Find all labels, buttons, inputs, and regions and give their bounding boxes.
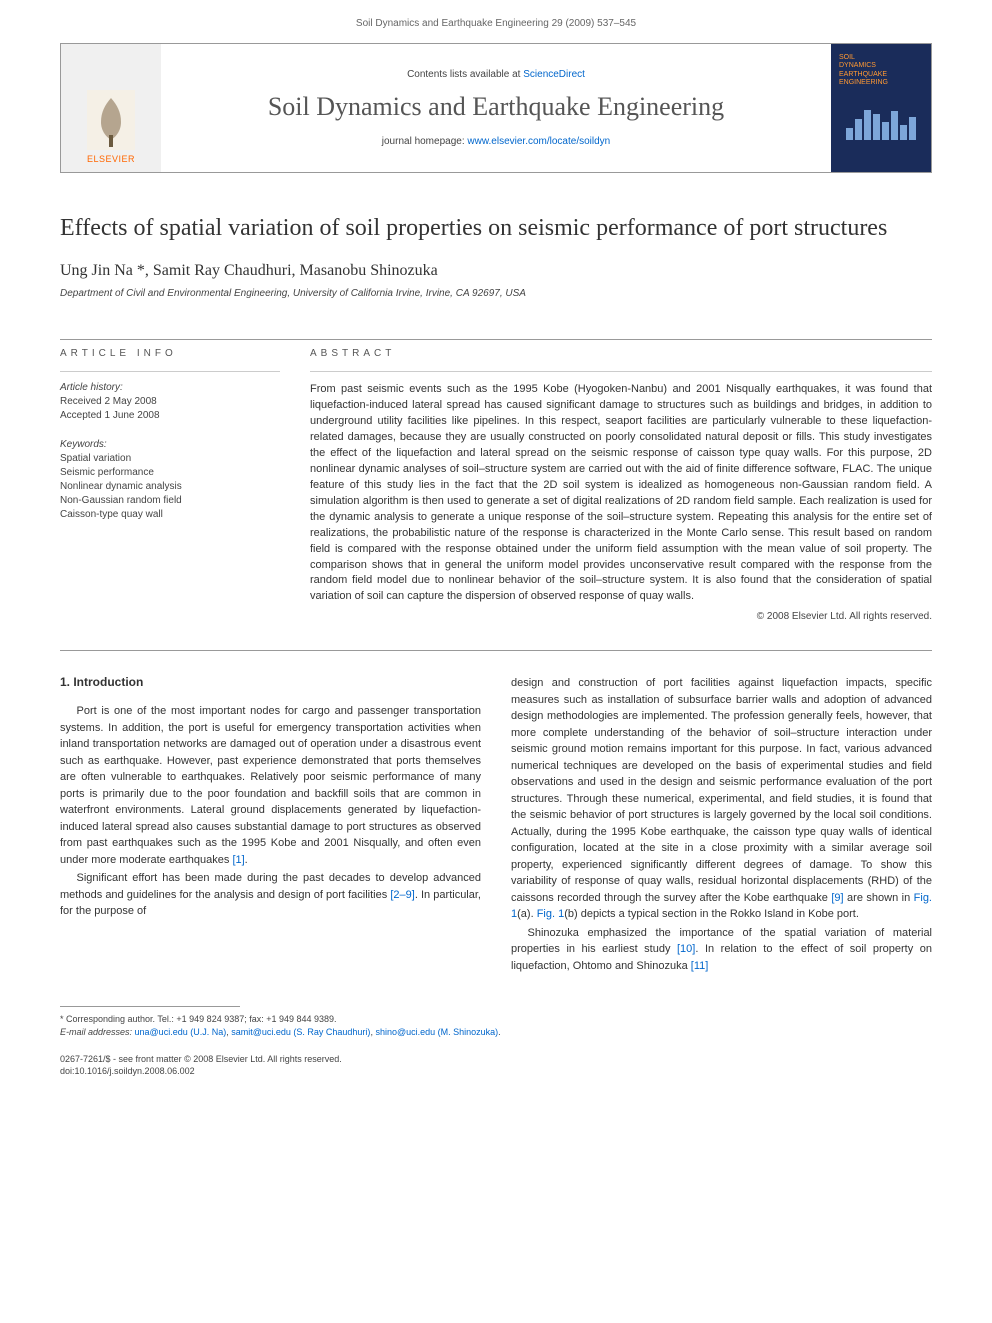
- running-head: Soil Dynamics and Earthquake Engineering…: [0, 0, 992, 35]
- homepage-line: journal homepage: www.elsevier.com/locat…: [382, 136, 610, 147]
- body-columns: 1. Introduction Port is one of the most …: [60, 675, 932, 976]
- homepage-link[interactable]: www.elsevier.com/locate/soildyn: [467, 136, 610, 147]
- history-label: Article history:: [60, 382, 280, 393]
- citation-link[interactable]: [11]: [691, 960, 709, 972]
- cover-line: DYNAMICS: [839, 62, 923, 70]
- cover-line: SOIL: [839, 54, 923, 62]
- keyword: Seismic performance: [60, 466, 280, 480]
- cover-title: SOIL DYNAMICS EARTHQUAKE ENGINEERING: [835, 52, 927, 90]
- end: .: [498, 1027, 501, 1037]
- footer-block: 0267-7261/$ - see front matter © 2008 El…: [60, 1053, 932, 1078]
- banner-center: Contents lists available at ScienceDirec…: [161, 44, 831, 172]
- keyword: Nonlinear dynamic analysis: [60, 480, 280, 494]
- publisher-name: ELSEVIER: [87, 154, 135, 164]
- keywords-label: Keywords:: [60, 439, 280, 450]
- body-paragraph: Port is one of the most important nodes …: [60, 703, 481, 868]
- abstract-block: ABSTRACT From past seismic events such a…: [310, 348, 932, 622]
- para-text: (b) depicts a typical section in the Rok…: [564, 908, 859, 920]
- publisher-block: ELSEVIER: [61, 44, 161, 172]
- accepted-date: Accepted 1 June 2008: [60, 409, 280, 423]
- journal-cover: SOIL DYNAMICS EARTHQUAKE ENGINEERING: [831, 44, 931, 172]
- left-column: 1. Introduction Port is one of the most …: [60, 675, 481, 976]
- cover-line: EARTHQUAKE: [839, 71, 923, 79]
- cover-graphic: [846, 110, 916, 140]
- para-text: design and construction of port faciliti…: [511, 677, 932, 904]
- keyword: Non-Gaussian random field: [60, 494, 280, 508]
- para-text: (a).: [517, 908, 537, 920]
- article-title: Effects of spatial variation of soil pro…: [60, 213, 932, 244]
- contents-prefix: Contents lists available at: [407, 69, 523, 80]
- citation-link[interactable]: [2–9]: [390, 889, 414, 901]
- keyword: Caisson-type quay wall: [60, 508, 280, 522]
- body-paragraph: Significant effort has been made during …: [60, 870, 481, 920]
- authors: Ung Jin Na *, Samit Ray Chaudhuri, Masan…: [60, 262, 932, 280]
- body-paragraph: Shinozuka emphasized the importance of t…: [511, 925, 932, 975]
- citation-link[interactable]: [10]: [677, 943, 695, 955]
- email-label: E-mail addresses:: [60, 1027, 135, 1037]
- issn-line: 0267-7261/$ - see front matter © 2008 El…: [60, 1053, 932, 1066]
- article-info-label: ARTICLE INFO: [60, 348, 280, 359]
- citation-link[interactable]: [9]: [831, 892, 843, 904]
- divider: [60, 339, 932, 340]
- doi-line: doi:10.1016/j.soildyn.2008.06.002: [60, 1065, 932, 1078]
- para-text: Port is one of the most important nodes …: [60, 705, 481, 866]
- para-text: are shown in: [844, 892, 914, 904]
- citation-link[interactable]: [1]: [232, 854, 244, 866]
- homepage-prefix: journal homepage:: [382, 136, 468, 147]
- abstract-copyright: © 2008 Elsevier Ltd. All rights reserved…: [310, 611, 932, 622]
- cover-line: ENGINEERING: [839, 79, 923, 87]
- sciencedirect-link[interactable]: ScienceDirect: [523, 69, 585, 80]
- para-text: .: [245, 854, 248, 866]
- corresponding-author: * Corresponding author. Tel.: +1 949 824…: [60, 1013, 932, 1026]
- section-heading: 1. Introduction: [60, 675, 481, 689]
- email-link[interactable]: samit@uci.edu (S. Ray Chaudhuri): [231, 1027, 370, 1037]
- right-column: design and construction of port faciliti…: [511, 675, 932, 976]
- abstract-text: From past seismic events such as the 199…: [310, 382, 932, 605]
- affiliation: Department of Civil and Environmental En…: [60, 288, 932, 299]
- body-paragraph: design and construction of port faciliti…: [511, 675, 932, 923]
- journal-banner: ELSEVIER Contents lists available at Sci…: [60, 43, 932, 173]
- figure-link[interactable]: Fig. 1: [537, 908, 565, 920]
- email-link[interactable]: shino@uci.edu (M. Shinozuka): [375, 1027, 498, 1037]
- received-date: Received 2 May 2008: [60, 395, 280, 409]
- journal-name: Soil Dynamics and Earthquake Engineering: [268, 92, 724, 122]
- info-grid: ARTICLE INFO Article history: Received 2…: [60, 348, 932, 642]
- article-header: Effects of spatial variation of soil pro…: [0, 173, 992, 331]
- footnote-divider: [60, 1006, 240, 1007]
- keyword: Spatial variation: [60, 452, 280, 466]
- email-footnote: E-mail addresses: una@uci.edu (U.J. Na),…: [60, 1026, 932, 1039]
- abstract-label: ABSTRACT: [310, 348, 932, 359]
- divider: [60, 650, 932, 651]
- publisher-tree-icon: [87, 90, 135, 150]
- email-link[interactable]: una@uci.edu (U.J. Na): [135, 1027, 227, 1037]
- article-info-block: ARTICLE INFO Article history: Received 2…: [60, 348, 280, 622]
- contents-line: Contents lists available at ScienceDirec…: [407, 69, 585, 80]
